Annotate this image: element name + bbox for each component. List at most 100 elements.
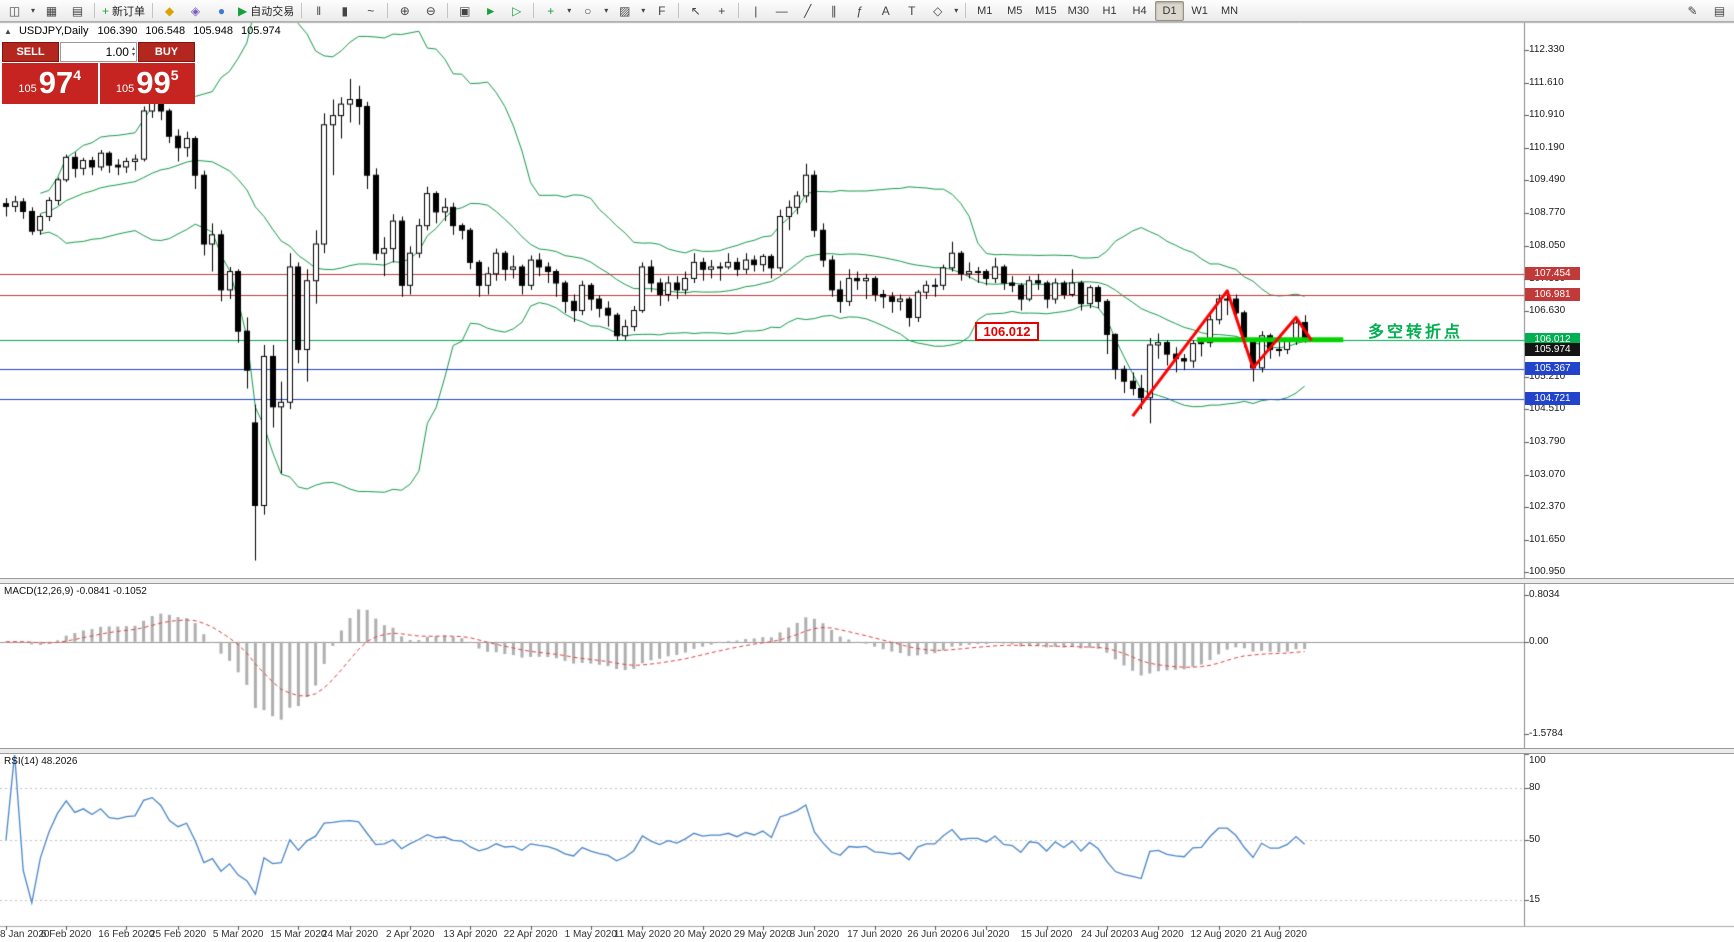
ohlc-close: 105.974 [241, 25, 281, 37]
date-axis-label: 15 Jul 2020 [1020, 929, 1073, 940]
journal-icon[interactable]: ▤ [1713, 3, 1726, 18]
price-badge: 106.981 [1525, 288, 1580, 302]
timeframe-m1[interactable]: M1 [977, 4, 993, 17]
autotrading-button[interactable]: ▶ 自动交易 [238, 3, 295, 18]
price-axis-label: 112.330 [1529, 44, 1565, 55]
price-axis-label: 108.770 [1529, 207, 1566, 219]
date-axis-label: 13 Apr 2020 [443, 929, 498, 940]
panel-splitter-macd[interactable] [0, 578, 1734, 584]
history-center-icon[interactable]: ◆ [164, 3, 175, 18]
ohlc-low: 105.948 [193, 25, 233, 37]
profiles-icon[interactable]: ▦ [45, 3, 58, 18]
templates-arrow-icon[interactable]: ▾ [641, 5, 646, 15]
toolbar-separator [152, 3, 154, 18]
price-badge: 107.454 [1525, 266, 1580, 280]
buy-price-prefix: 105 [115, 83, 135, 95]
price-annotation-flag: 106.012 [975, 322, 1039, 341]
channel-icon[interactable]: ∥ [830, 3, 837, 18]
candlestick-chart-icon[interactable]: ▮ [341, 3, 349, 18]
new-order-button[interactable]: + 新订单 [102, 3, 146, 18]
date-axis-label: 5 Mar 2020 [212, 929, 264, 940]
bar-chart-icon[interactable]: ‖ [316, 3, 322, 18]
cursor-icon[interactable]: ↖ [690, 3, 701, 18]
buy-price-pip: 5 [170, 67, 179, 83]
price-axis-label: 109.490 [1529, 174, 1566, 186]
macd-axis-label: 0.8034 [1529, 588, 1560, 600]
fibonacci-icon[interactable]: ƒ [856, 3, 864, 18]
price-axis-label: 103.070 [1529, 468, 1566, 480]
toolbar-separator [738, 3, 740, 18]
rsi-axis-label: 100 [1529, 755, 1546, 766]
date-axis-label: 17 Jun 2020 [847, 929, 903, 940]
volume-field[interactable]: 1.00 ▴ ▾ [60, 42, 137, 62]
auto-scroll-icon[interactable]: ► [484, 3, 497, 18]
templates-icon[interactable]: ▨ [619, 3, 631, 18]
toolbar-right-icons: ✎ ▤ [1680, 1, 1732, 21]
toolbar: ◫ ▾ ▦ ▤ + 新订单 ◆ ◈ ● ▶ 自动交易 ‖ ▮ ~ ⊕ ⊖ ▣ ► ▷ + ▾ ○ ▾ ▨ ▾ F ↖ + | — ╱ ∥ ƒ A T… [0, 0, 1734, 22]
rsi-axis-label: 50 [1529, 834, 1541, 845]
trade-panel-collapse-icon[interactable]: ▲ [4, 27, 12, 36]
price-axis-label: 103.790 [1529, 435, 1566, 447]
chart-window-icon[interactable]: ▤ [71, 3, 84, 18]
timeframe-h4[interactable]: H4 [1132, 4, 1147, 17]
price-axis-label: 104.510 [1529, 402, 1566, 414]
new-chart-dropdown-icon[interactable]: ▾ [30, 5, 35, 15]
toolbar-groups: ◫ ▾ ▦ ▤ + 新订单 ◆ ◈ ● ▶ 自动交易 ‖ ▮ ~ ⊕ ⊖ ▣ ► ▷ + ▾ ○ ▾ ▨ ▾ F ↖ + | — ╱ ∥ ƒ A T… [2, 0, 1244, 21]
date-axis-label: 6 Feb 2020 [40, 929, 92, 940]
timeframe-m15[interactable]: M15 [1035, 4, 1057, 17]
toolbar-separator [965, 3, 967, 18]
toolbar-separator [447, 3, 449, 18]
price-axis-label: 105.210 [1529, 370, 1566, 382]
sell-price-tile[interactable]: 105 97 4 [2, 63, 98, 104]
date-axis-label: 2 Apr 2020 [386, 929, 435, 940]
timeframe-m30[interactable]: M30 [1067, 4, 1090, 17]
sell-button[interactable]: SELL [2, 42, 59, 62]
date-axis-label: 3 Aug 2020 [1133, 929, 1184, 940]
timeframe-d1[interactable]: D1 [1155, 0, 1185, 21]
panel-splitter-rsi[interactable] [0, 748, 1734, 754]
pencil-icon[interactable]: ✎ [1687, 3, 1698, 18]
periods-dropdown-icon[interactable]: ○ [584, 3, 592, 18]
indicators-icon[interactable]: + [547, 3, 555, 18]
date-axis-label: 24 Jul 2020 [1080, 929, 1133, 940]
periods-arrow-icon[interactable]: ▾ [604, 5, 609, 15]
metaeditor-icon[interactable]: ● [217, 3, 226, 18]
chart-shift-icon[interactable]: ▷ [512, 3, 522, 18]
new-chart-icon[interactable]: ◫ [8, 3, 21, 18]
label-icon[interactable]: T [908, 3, 916, 18]
toolbar-separator [387, 3, 389, 18]
chart-header: ▲ USDJPY,Daily 106.390 106.548 105.948 1… [4, 25, 286, 37]
date-axis-label: 20 May 2020 [673, 929, 732, 940]
chart-title: USDJPY,Daily [18, 25, 89, 37]
shapes-arrow-icon[interactable]: ▾ [954, 5, 959, 15]
tile-windows-icon[interactable]: ▣ [459, 3, 471, 18]
toolbar-separator [533, 3, 535, 18]
text-icon[interactable]: A [881, 3, 890, 18]
buy-price-tile[interactable]: 105 99 5 [99, 63, 195, 104]
shapes-icon[interactable]: ◇ [933, 3, 943, 18]
zoom-in-icon[interactable]: ⊕ [399, 3, 410, 18]
timeframe-mn[interactable]: MN [1221, 4, 1239, 17]
zoom-out-icon[interactable]: ⊖ [425, 3, 436, 18]
trendline-icon[interactable]: ╱ [804, 3, 812, 18]
crosshair-icon[interactable]: + [718, 3, 726, 18]
horizontal-line-icon[interactable]: — [775, 3, 788, 18]
line-chart-icon[interactable]: ~ [367, 3, 375, 18]
buy-button[interactable]: BUY [138, 42, 195, 62]
date-axis-label: 29 May 2020 [733, 929, 792, 940]
date-axis-label: 8 Jun 2020 [789, 929, 840, 940]
favorites-f-icon[interactable]: F [658, 3, 666, 18]
date-axis-label: 12 Aug 2020 [1190, 929, 1247, 940]
volume-down-icon[interactable]: ▾ [131, 52, 135, 58]
volume-up-icon[interactable]: ▴ [131, 46, 135, 52]
timeframe-w1[interactable]: W1 [1191, 4, 1208, 17]
timeframe-h1[interactable]: H1 [1102, 4, 1117, 17]
indicators-dropdown-icon[interactable]: ▾ [567, 5, 572, 15]
global-variables-icon[interactable]: ◈ [190, 3, 201, 18]
sell-price-pip: 4 [73, 67, 82, 83]
toolbar-separator [301, 3, 303, 18]
vertical-line-icon[interactable]: | [754, 3, 758, 18]
price-axis-label: 102.370 [1529, 500, 1566, 512]
timeframe-m5[interactable]: M5 [1007, 4, 1023, 17]
